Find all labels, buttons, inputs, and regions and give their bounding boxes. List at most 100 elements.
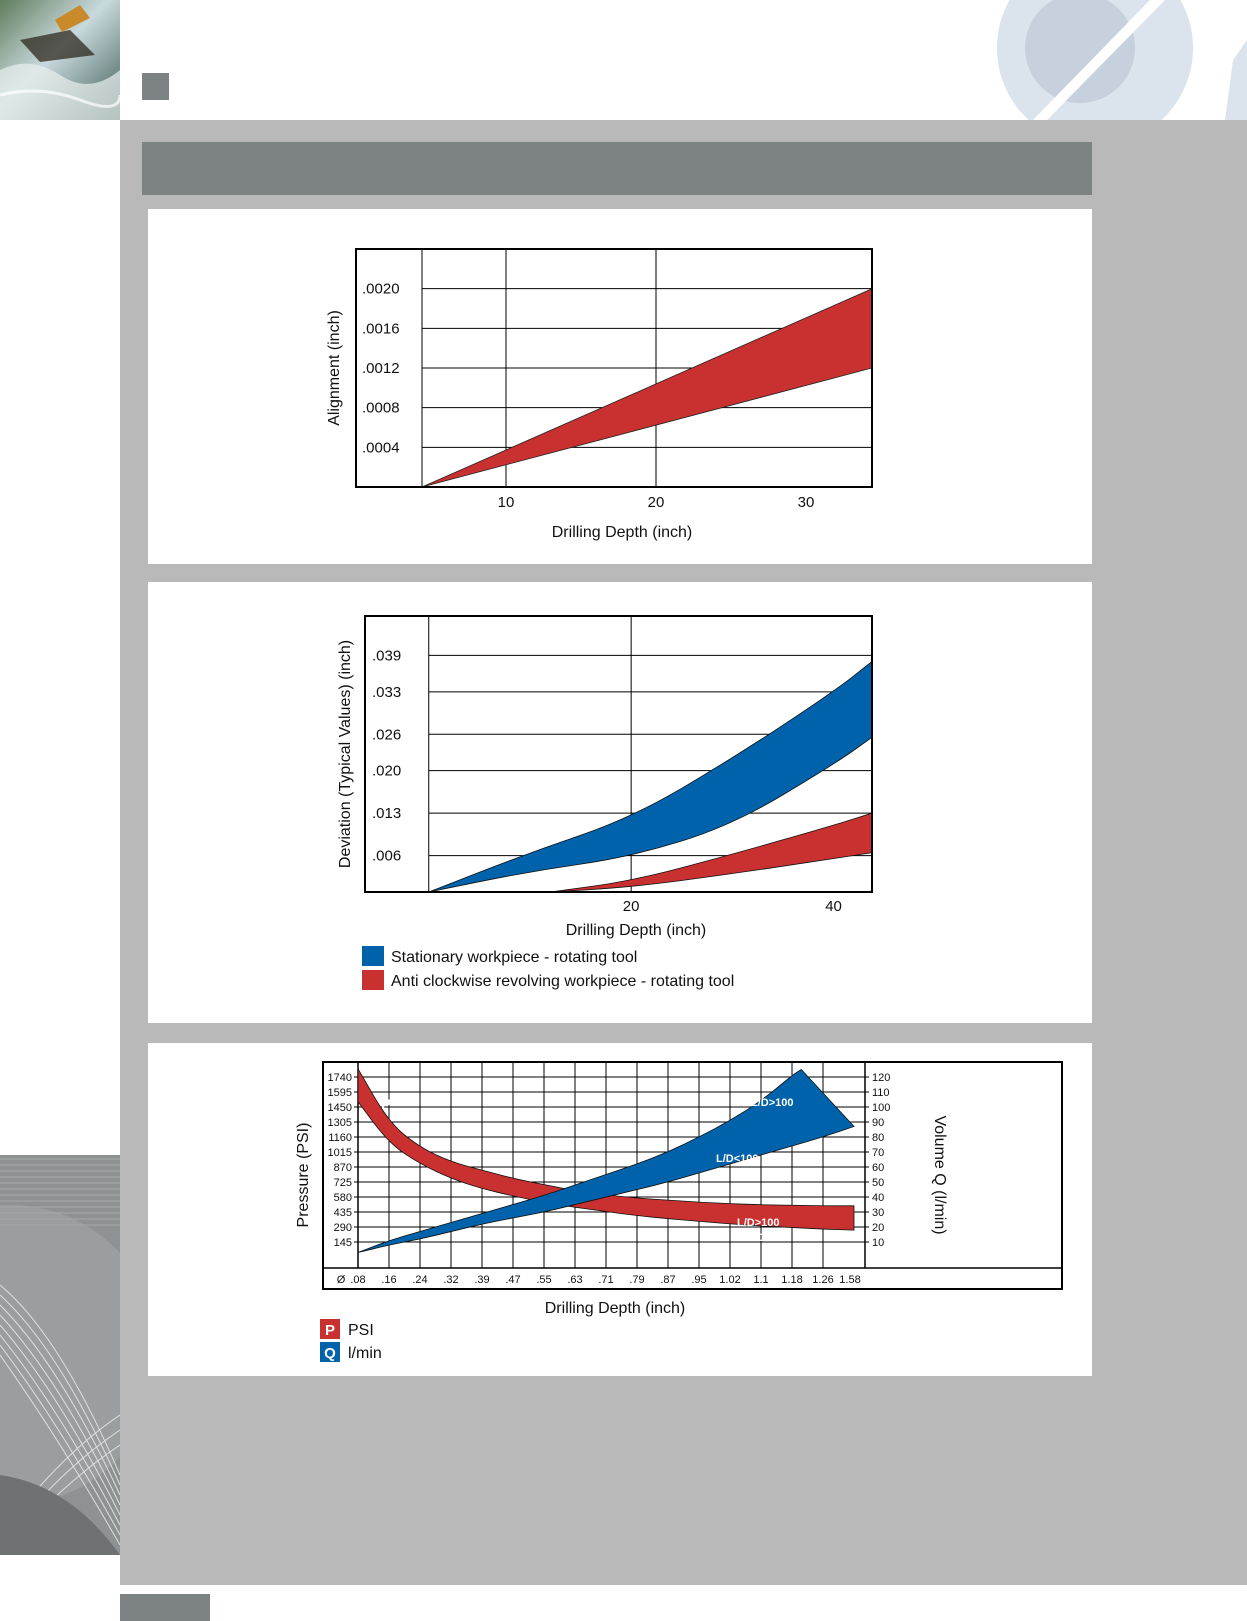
volume-band — [357, 1068, 855, 1253]
pv-x-tick-label: .55 — [536, 1274, 551, 1286]
volume-y-tick-label: 80 — [872, 1132, 884, 1144]
pressure-volume-grid — [357, 1062, 866, 1268]
deviation-y-tick-label: .013 — [372, 805, 401, 822]
alignment-y-tick-label: .0008 — [362, 400, 400, 417]
pressure-y-tick-label: 435 — [334, 1207, 352, 1219]
deviation-x-tick-label: 20 — [623, 898, 640, 915]
pv-x-tick-label: Ø — [337, 1274, 346, 1286]
p-upper-band-label: L/D>100 — [737, 1217, 780, 1229]
q-lower-band-label: L/D<100 — [716, 1153, 759, 1165]
alignment-chart: .0004 .0008 .0012 .0016 .0020 10 20 30 Drillin… — [326, 248, 873, 541]
band-label-q: Q — [978, 1081, 990, 1098]
legend-swatch-revolving — [362, 970, 384, 990]
pressure-volume-x-ticks: Ø .08 .16 .24 .32 .39 .47 .55 .63 .71 .79 .87 .95 1.0… — [337, 1274, 861, 1286]
deviation-y-tick-label: .033 — [372, 684, 401, 701]
pv-x-tick-label: .63 — [567, 1274, 582, 1286]
volume-y-tick-label: 100 — [872, 1102, 890, 1114]
pv-x-tick-label: .32 — [443, 1274, 458, 1286]
volume-y-tick-label: 70 — [872, 1147, 884, 1159]
alignment-y-ticks: .0004 .0008 .0012 .0016 .0020 — [362, 281, 400, 457]
section-title-bar — [142, 142, 1092, 195]
legend-label-psi: PSI — [348, 1322, 374, 1339]
deviation-y-tick-label: .039 — [372, 647, 401, 664]
volume-y-tick-label: 30 — [872, 1207, 884, 1219]
deviation-x-ticks: 20 40 — [623, 898, 842, 915]
pressure-y-tick-label: 1015 — [328, 1147, 352, 1159]
legend-badge-p — [320, 1319, 340, 1339]
volume-y-ticks: 10 20 30 40 50 60 70 80 90 100 110 120 — [865, 1072, 890, 1249]
volume-y-tick-label: 90 — [872, 1117, 884, 1129]
pv-x-tick-label: 1.26 — [812, 1274, 833, 1286]
volume-y-tick-label: 60 — [872, 1162, 884, 1174]
legend-badge-q-letter: Q — [324, 1345, 336, 1362]
pressure-volume-plot-frame — [322, 1061, 1063, 1290]
pressure-y-tick-label: 1740 — [328, 1072, 352, 1084]
pressure-y-tick-label: 1160 — [328, 1132, 352, 1144]
alignment-plot-frame — [355, 248, 873, 488]
deviation-plot-frame — [364, 615, 873, 893]
deviation-y-tick-label: .020 — [372, 763, 401, 780]
volume-y-tick-label: 10 — [872, 1237, 884, 1249]
alignment-y-tick-label: .0012 — [362, 360, 400, 377]
alignment-x-tick-label: 30 — [798, 494, 815, 511]
deviation-bands — [428, 660, 873, 893]
band-label-p: P — [381, 1096, 391, 1113]
logo-mark — [975, 0, 1247, 146]
pv-x-tick-label: .71 — [598, 1274, 613, 1286]
deviation-y-tick-label: .006 — [372, 848, 401, 865]
alignment-y-tick-label: .0020 — [362, 281, 400, 298]
volume-y-label: Volume Q (l/min) — [931, 1115, 948, 1234]
header-photo — [0, 0, 120, 120]
alignment-y-tick-label: .0004 — [362, 439, 400, 456]
pressure-y-tick-label: 870 — [334, 1162, 352, 1174]
deviation-y-label: Deviation (Typical Values) (inch) — [337, 640, 354, 868]
pv-x-tick-label: .08 — [350, 1274, 365, 1286]
pressure-y-tick-label: 1450 — [328, 1102, 352, 1114]
pv-x-tick-label: .47 — [505, 1274, 520, 1286]
pressure-y-ticks: 145 290 435 580 725 870 1015 1160 1305 1450 1595 17… — [328, 1072, 358, 1249]
pv-x-tick-label: .39 — [474, 1274, 489, 1286]
deviation-y-ticks: .006 .013 .020 .026 .033 .039 — [372, 647, 401, 864]
pv-x-tick-label: 1.18 — [781, 1274, 802, 1286]
pressure-y-tick-label: 725 — [334, 1177, 352, 1189]
pressure-volume-x-label: Drilling Depth (inch) — [545, 1300, 686, 1317]
pv-x-tick-label: .79 — [629, 1274, 644, 1286]
alignment-x-tick-label: 20 — [648, 494, 665, 511]
chart-panel-pressure-volume: 145 290 435 580 725 870 1015 1160 1305 1450 1595 17… — [148, 1043, 1092, 1376]
deviation-y-tick-label: .026 — [372, 726, 401, 743]
deviation-x-label: Drilling Depth (inch) — [566, 922, 707, 939]
legend-label-stationary: Stationary workpiece - rotating tool — [391, 949, 637, 966]
legend-label-lmin: l/min — [348, 1345, 382, 1362]
alignment-y-label: Alignment (inch) — [326, 310, 343, 426]
pressure-y-tick-label: 1595 — [328, 1087, 352, 1099]
left-wave-decoration — [0, 1155, 120, 1555]
deviation-x-tick-label: 40 — [825, 898, 842, 915]
pressure-y-tick-label: 145 — [334, 1237, 352, 1249]
header-square — [142, 73, 169, 100]
alignment-x-ticks: 10 20 30 — [498, 494, 815, 511]
pv-x-tick-label: 1.58 — [839, 1274, 860, 1286]
pv-x-tick-label: .24 — [412, 1274, 427, 1286]
legend-label-revolving: Anti clockwise revolving workpiece - rot… — [391, 973, 734, 990]
volume-y-tick-label: 20 — [872, 1222, 884, 1234]
chart-panel-alignment: .0004 .0008 .0012 .0016 .0020 10 20 30 Drillin… — [148, 209, 1092, 564]
p-lower-band-label: L/D<100 — [747, 1232, 790, 1244]
deviation-chart: .006.013.020.026.033.039 20 40 Drilling D… — [337, 615, 873, 990]
footer-page-tab — [120, 1594, 210, 1621]
pressure-y-tick-label: 580 — [334, 1192, 352, 1204]
q-upper-band-label: L/D>100 — [751, 1097, 794, 1109]
volume-y-tick-label: 50 — [872, 1177, 884, 1189]
pressure-volume-chart: 145 290 435 580 725 870 1015 1160 1305 1450 1595 17… — [295, 1061, 1063, 1362]
alignment-x-tick-label: 10 — [498, 494, 515, 511]
alignment-x-label: Drilling Depth (inch) — [552, 524, 693, 541]
alignment-bands — [421, 288, 873, 488]
pressure-y-tick-label: 290 — [334, 1222, 352, 1234]
pressure-y-tick-label: 1305 — [328, 1117, 352, 1129]
volume-y-tick-label: 120 — [872, 1072, 890, 1084]
legend-badge-p-letter: P — [325, 1322, 335, 1339]
alignment-y-tick-label: .0016 — [362, 320, 400, 337]
legend-badge-q — [320, 1342, 340, 1362]
chart-panel-deviation: .006.013.020.026.033.039 20 40 Drilling D… — [148, 582, 1092, 1023]
pressure-y-label: Pressure (PSI) — [295, 1123, 312, 1228]
volume-y-tick-label: 40 — [872, 1192, 884, 1204]
